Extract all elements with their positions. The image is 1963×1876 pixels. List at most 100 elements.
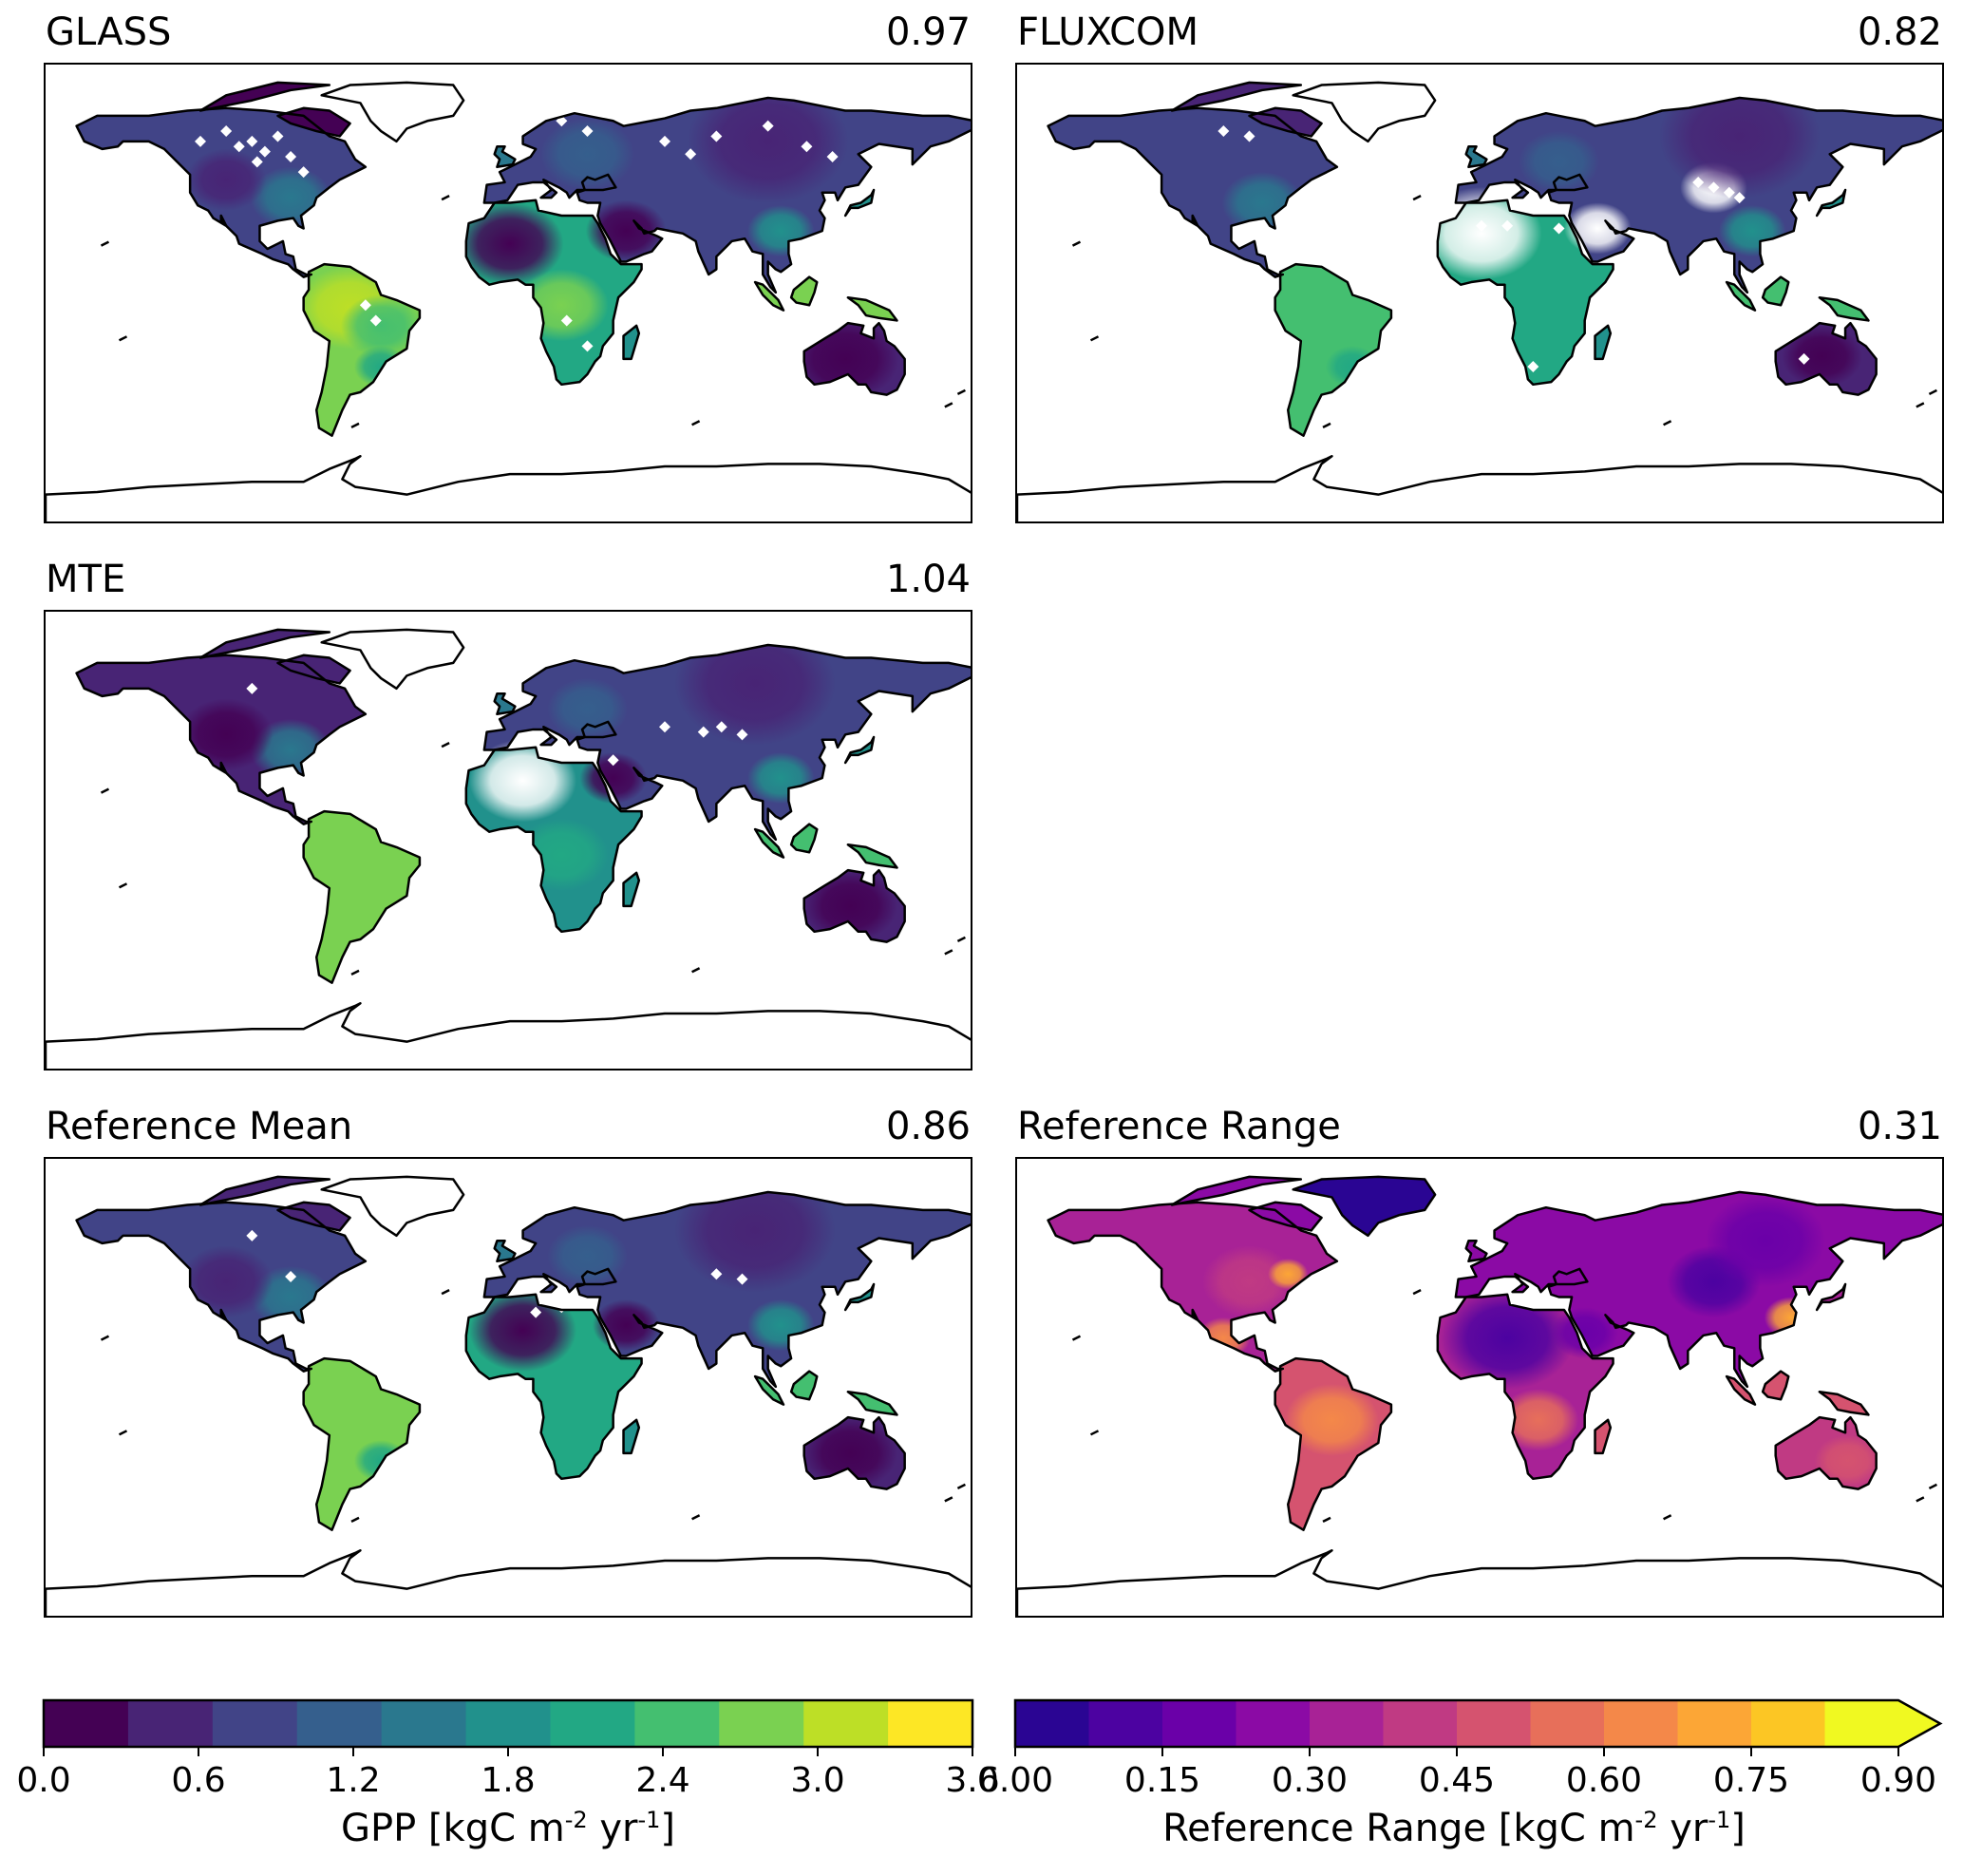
australia-coastline [802, 868, 906, 943]
eurasia-coastline [1454, 96, 1942, 294]
new-guinea-coastline [1818, 295, 1870, 322]
antarctica-blank [46, 456, 971, 521]
sumatra-land [755, 282, 783, 311]
panel-value-mte: 1.04 [885, 558, 971, 601]
panel-title-refmean: Reference Mean [46, 1105, 353, 1148]
gpp-colorbar-tick-label: 3.0 [790, 1761, 845, 1800]
japan-coastline [843, 188, 876, 218]
baffin-island-coastline [276, 1201, 351, 1232]
australia-coastline [802, 1415, 906, 1490]
island-mark [1663, 1514, 1672, 1521]
range-colorbar-swatch [1751, 1700, 1826, 1747]
no-data-cell [297, 166, 310, 179]
gpp-colorbar-swatch [888, 1700, 973, 1747]
borneo-land [1763, 1371, 1789, 1400]
island-mark [944, 949, 953, 956]
no-data-cell [1476, 219, 1487, 232]
island-mark [1322, 422, 1331, 429]
north-america-coastline [75, 654, 368, 825]
field-patch [1814, 1434, 1882, 1488]
range-colorbar-tick-label: 0.15 [1123, 1761, 1201, 1800]
no-data-cell [736, 1273, 748, 1285]
greenland-land [321, 1176, 464, 1236]
greenland-land [321, 82, 464, 142]
field-patch [1782, 325, 1862, 388]
no-data-cell [530, 1306, 542, 1318]
sumatra-coastline [753, 280, 785, 312]
no-data-cell [1553, 222, 1565, 235]
gpp-colorbar-swatch [634, 1700, 720, 1747]
borneo-land [791, 1371, 818, 1400]
arctic-islands-coastline [198, 628, 331, 659]
japan-coastline [843, 735, 876, 765]
arctic-islands-coastline [198, 81, 331, 112]
field-patch [179, 698, 274, 771]
range-colorbar-tick-label: 0.30 [1271, 1761, 1349, 1800]
range-colorbar-swatch [1310, 1700, 1385, 1747]
madagascar-coastline [622, 1418, 641, 1455]
range-colorbar-outline [1013, 1698, 1943, 1749]
south-america-coastline [302, 809, 422, 984]
panel-value-glass: 0.97 [885, 10, 971, 54]
range-colorbar-tick-label: 0.00 [976, 1761, 1054, 1800]
new-guinea-coastline [846, 1390, 898, 1416]
greenland-land [321, 629, 464, 689]
gpp-colorbar-swatch [719, 1700, 804, 1747]
antarctica-blank [1017, 456, 1942, 521]
no-data-cell [1527, 360, 1539, 372]
island-mark [1916, 1496, 1925, 1503]
range-colorbar-swatch [1162, 1700, 1237, 1747]
eurasia-coastline [1454, 1190, 1942, 1389]
field-patch [1551, 1307, 1618, 1359]
gpp-colorbar-tick-label: 1.2 [326, 1761, 381, 1800]
island-mark [441, 741, 450, 749]
greenland-land [1293, 82, 1436, 142]
no-data-cell [272, 130, 284, 142]
sumatra-coastline [753, 827, 785, 859]
gpp-colorbar-swatch [127, 1700, 214, 1747]
no-data-cell [736, 729, 748, 741]
map-glass-svg [46, 81, 971, 521]
island-mark [1089, 335, 1100, 342]
range-colorbar-swatch [1088, 1700, 1163, 1747]
sumatra-land [755, 829, 783, 858]
island-mark [350, 422, 360, 429]
japan-coastline [1815, 1282, 1847, 1312]
field-patch [547, 1224, 628, 1287]
south-america-coastline [1274, 262, 1393, 437]
map-glass [44, 63, 972, 523]
sumatra-land [1727, 1376, 1755, 1405]
gpp-colorbar-swatch [550, 1700, 635, 1747]
range-colorbar-extend-arrow [1898, 1700, 1940, 1747]
field-patch [179, 1245, 274, 1318]
borneo-coastline [789, 823, 819, 854]
uk-coastline [493, 692, 517, 716]
no-data-cell [560, 314, 573, 327]
island-mark [118, 335, 128, 342]
greenland-coastline [1292, 81, 1437, 143]
field-patch [547, 677, 628, 740]
island-mark [118, 882, 128, 889]
greenland-land [1293, 1176, 1436, 1236]
island-mark [350, 969, 360, 976]
field-patch [1705, 1194, 1826, 1288]
island-mark [1663, 420, 1672, 426]
field-patch [803, 869, 898, 942]
island-mark [1071, 240, 1082, 247]
north-america-coastline [75, 1201, 368, 1373]
new-guinea-coastline [846, 295, 898, 322]
coastlines [1017, 1175, 1942, 1616]
coastlines [1017, 81, 1942, 521]
range-colorbar-swatch [1604, 1700, 1679, 1747]
range-colorbar-label: Reference Range [kgC m-2 yr-1] [1162, 1807, 1746, 1850]
field-patch [585, 199, 667, 262]
antarctica-blank [46, 1550, 971, 1616]
island-mark [944, 402, 953, 408]
antarctica-blank [46, 1003, 971, 1069]
coastlines [46, 81, 971, 521]
gpp-colorbar-swatch [296, 1700, 383, 1747]
gpp-colorbar-tick-label: 0.0 [16, 1761, 71, 1800]
gpp-colorbar-swatch [803, 1700, 889, 1747]
no-data-cell [710, 130, 723, 142]
panel-value-refrange: 0.31 [1857, 1105, 1942, 1148]
